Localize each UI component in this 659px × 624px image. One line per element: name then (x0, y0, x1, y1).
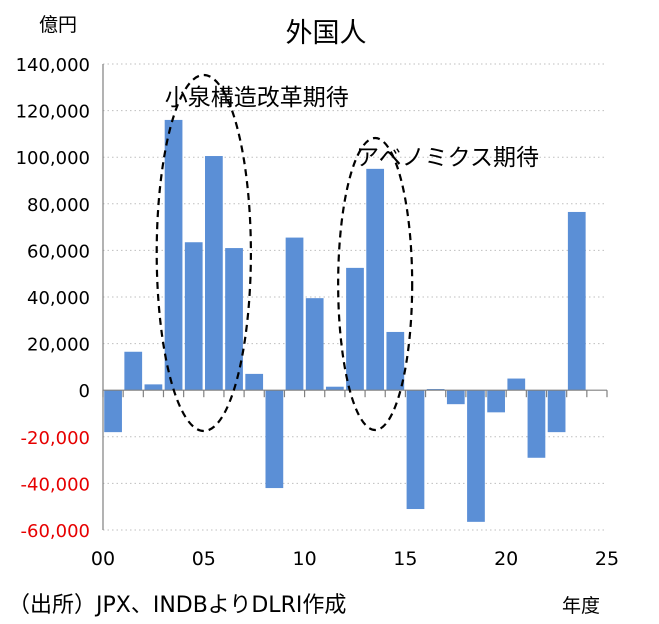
y-tick-label: 0 (79, 381, 90, 402)
y-tick-label: 100,000 (16, 148, 90, 169)
annotation-ellipse (337, 136, 414, 432)
y-tick-label: 80,000 (27, 195, 90, 216)
bar-2021 (527, 390, 546, 458)
annotation-ellipse (155, 73, 252, 433)
y-tick-label: 120,000 (16, 102, 90, 123)
x-axis-label: 年度 (562, 595, 600, 617)
annotation-label: アベノミクス期待 (356, 145, 539, 171)
y-tick-label: 20,000 (27, 335, 90, 356)
bar-2000 (104, 390, 122, 433)
bar-2012 (346, 267, 364, 391)
y-tick-label: 60,000 (27, 241, 90, 262)
bar-2015 (406, 390, 425, 510)
bar-2014 (386, 331, 405, 391)
bar-2010 (305, 298, 324, 391)
bar-2004 (184, 242, 203, 391)
bar-2009 (285, 237, 304, 391)
bar-2022 (547, 390, 566, 433)
y-axis-unit-label: 億円 (39, 14, 77, 36)
y-axis-tick-labels: -60,000 -40,000 -20,000 0 20,000 40,000 60,000… (16, 55, 90, 542)
x-tick-label: 10 (293, 548, 317, 570)
bar-2023 (567, 211, 586, 391)
bar-series (104, 119, 586, 522)
y-tick-label: -60,000 (21, 521, 90, 542)
y-tick-label: 140,000 (16, 55, 90, 76)
bar-2006 (225, 248, 243, 391)
bar-2013 (366, 168, 385, 391)
bar-2008 (265, 390, 284, 489)
annotation-label: 小泉構造改革期待 (165, 85, 349, 111)
bar-2020 (507, 378, 526, 391)
bar-2018 (467, 390, 485, 522)
source-note: （出所）JPX、INDBよりDLRI作成 (8, 593, 346, 618)
y-tick-label: -40,000 (21, 474, 90, 495)
bar-2002 (144, 384, 163, 391)
bar-2007 (245, 373, 264, 391)
bar-2005 (205, 156, 223, 391)
bar-2017 (446, 390, 465, 405)
x-tick-label: 25 (595, 548, 619, 570)
y-tick-label: 40,000 (27, 288, 90, 309)
y-tick-label: -20,000 (21, 428, 90, 449)
x-tick-label: 05 (192, 548, 216, 570)
x-tick-label: 20 (494, 548, 518, 570)
x-axis (102, 389, 608, 398)
bar-2019 (487, 390, 505, 413)
chart-title: 外国人 (286, 18, 367, 49)
bar-2003 (164, 119, 183, 391)
bar-2011 (325, 386, 344, 391)
x-tick-label: 00 (91, 548, 115, 570)
bar-2001 (124, 351, 143, 391)
x-axis-tick-labels: 00 05 10 15 20 25 (91, 548, 619, 570)
x-tick-label: 15 (393, 548, 417, 570)
